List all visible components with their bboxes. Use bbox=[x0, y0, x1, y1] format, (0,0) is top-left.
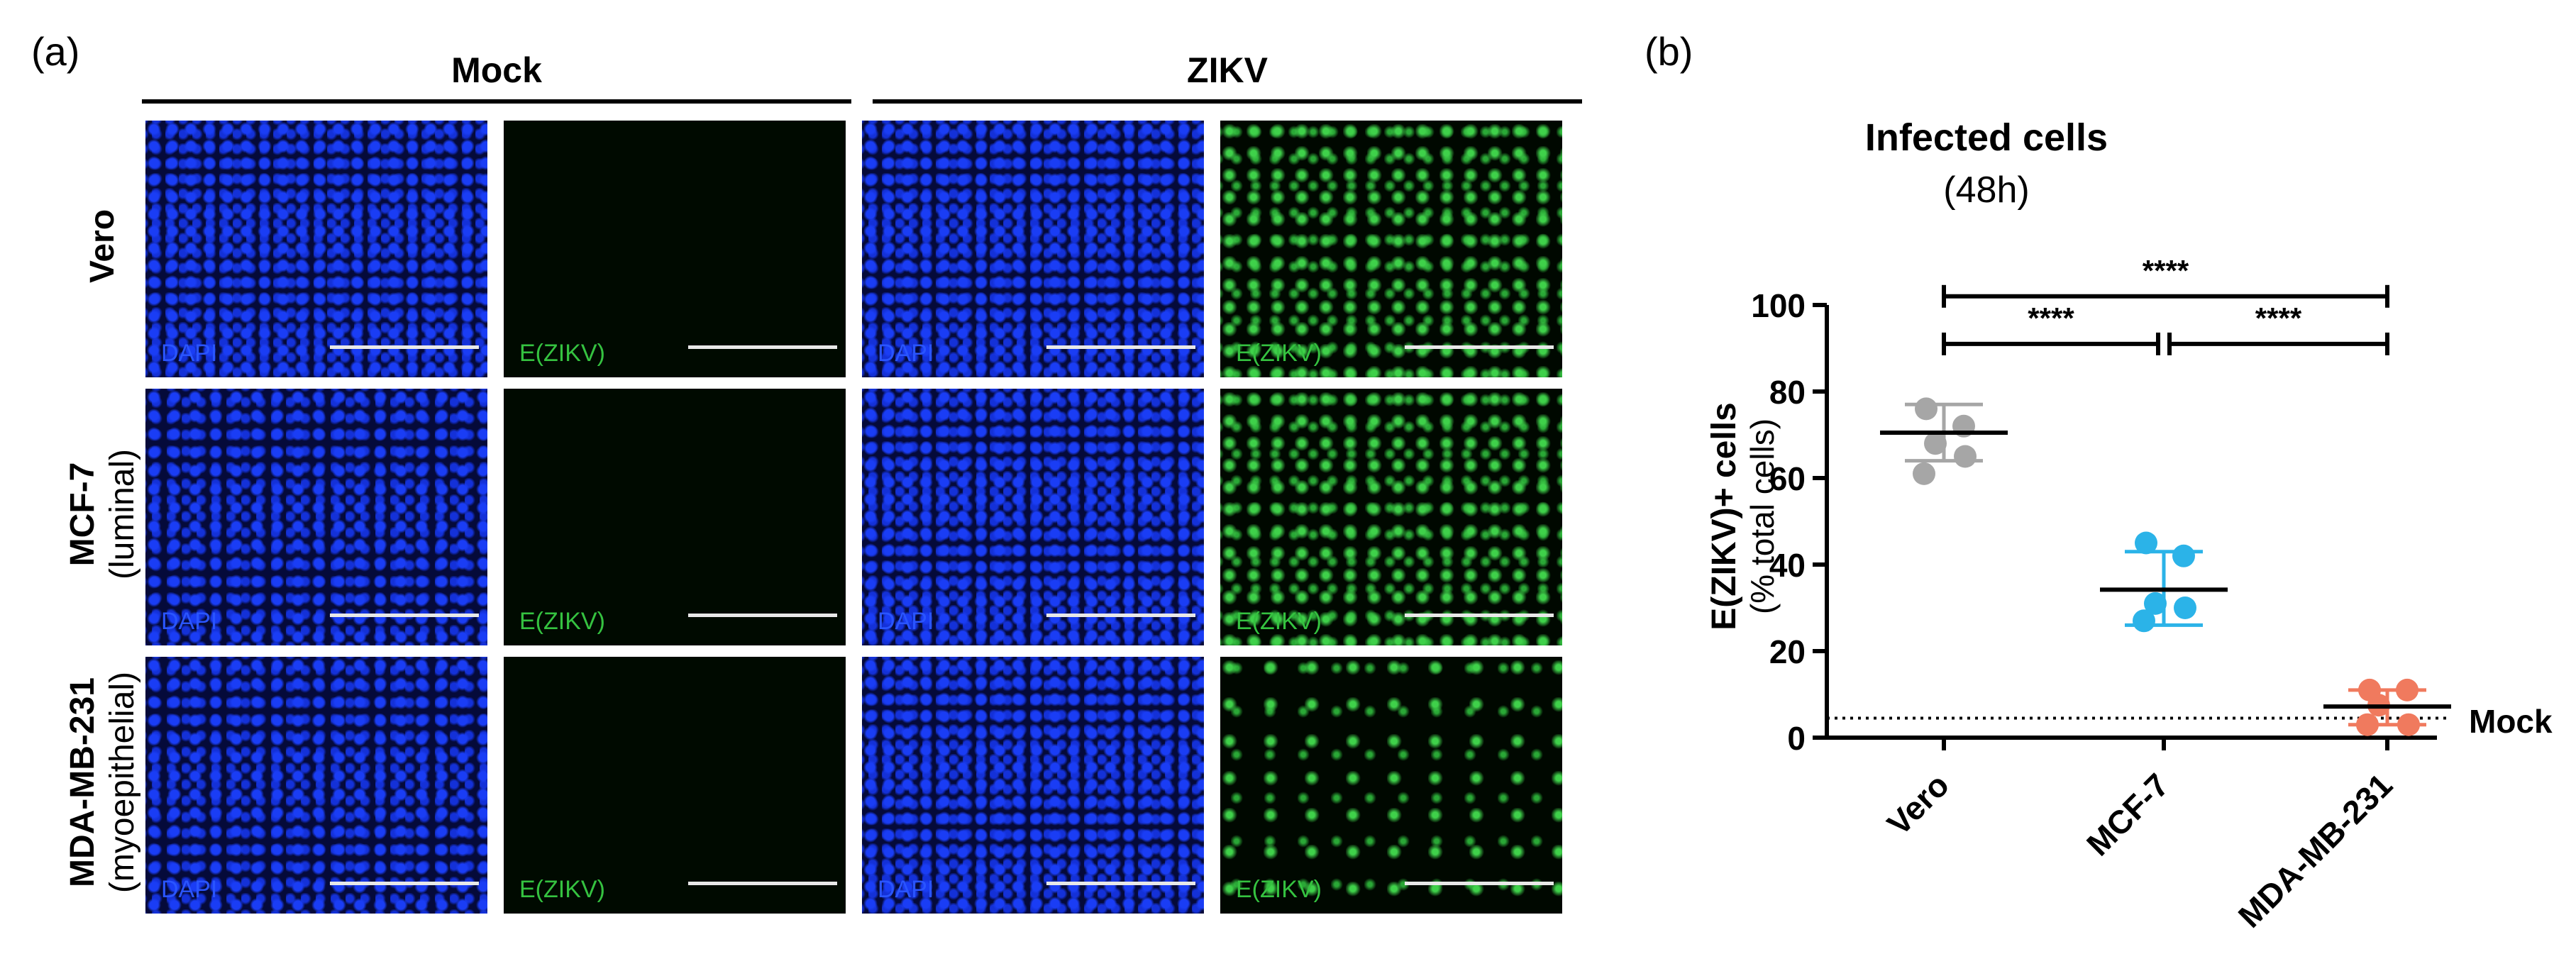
significance-label: **** bbox=[2255, 301, 2302, 335]
data-point bbox=[2174, 597, 2196, 619]
y-tick-label: 20 bbox=[1769, 633, 1806, 670]
significance-label: **** bbox=[2028, 301, 2074, 335]
data-point bbox=[2144, 592, 2167, 615]
chart-title: Infected cells bbox=[1865, 116, 2108, 159]
row-label-sub: (luminal) bbox=[104, 448, 141, 580]
scale-bar bbox=[330, 614, 479, 617]
channel-label: DAPI bbox=[161, 876, 218, 903]
infected-cells-chart: Infected cells (48h) E(ZIKV)+ cells (% t… bbox=[1706, 116, 2553, 935]
micrograph-mdamb231-zikv-ezikv: E(ZIKV) bbox=[1220, 657, 1562, 914]
scale-bar bbox=[1405, 345, 1554, 349]
data-point bbox=[2356, 713, 2379, 736]
channel-label: DAPI bbox=[878, 876, 934, 903]
group-zikv-line bbox=[873, 99, 1582, 104]
micrograph-mcf7-mock-dapi: DAPI bbox=[145, 389, 487, 645]
scale-bar bbox=[1405, 882, 1554, 885]
y-axis-sublabel: (% total cells) bbox=[1744, 418, 1781, 614]
micrograph-vero-zikv-dapi: DAPI bbox=[862, 121, 1204, 377]
plot-area: 0 20 40 60 80 100 Vero MCF-7 MDA-MB-231 **** **** *… bbox=[1751, 254, 2451, 935]
mock-reference-label: Mock bbox=[2469, 703, 2553, 740]
channel-label: E(ZIKV) bbox=[1236, 608, 1322, 635]
micrograph-mcf7-zikv-dapi: DAPI bbox=[862, 389, 1204, 645]
data-point bbox=[1915, 397, 1937, 421]
scale-bar bbox=[330, 882, 479, 885]
scale-bar bbox=[688, 345, 837, 349]
scale-bar bbox=[688, 614, 837, 617]
channel-label: DAPI bbox=[161, 608, 218, 635]
row-label-main: MCF-7 bbox=[64, 462, 101, 567]
channel-label: E(ZIKV) bbox=[519, 608, 605, 635]
channel-label: E(ZIKV) bbox=[519, 876, 605, 903]
scale-bar bbox=[1405, 614, 1554, 617]
micrograph-mcf7-zikv-ezikv: E(ZIKV) bbox=[1220, 389, 1562, 645]
channel-label: DAPI bbox=[878, 608, 934, 635]
scale-bar bbox=[330, 345, 479, 349]
data-point bbox=[2133, 609, 2155, 633]
group-mock-line bbox=[142, 99, 851, 104]
data-point bbox=[2397, 713, 2420, 736]
row-label-main: Vero bbox=[84, 209, 121, 284]
x-tick-label: Vero bbox=[1880, 766, 1956, 842]
scale-bar bbox=[688, 882, 837, 885]
data-point bbox=[1954, 445, 1977, 468]
micrograph-mcf7-mock-ezikv: E(ZIKV) bbox=[504, 389, 846, 645]
data-point bbox=[2135, 531, 2157, 555]
y-tick-label: 100 bbox=[1751, 287, 1806, 324]
group-mock-header: Mock bbox=[451, 50, 542, 90]
scale-bar bbox=[1046, 345, 1195, 349]
x-tick-label: MCF-7 bbox=[2079, 766, 2176, 862]
channel-label: DAPI bbox=[161, 340, 218, 367]
panel-a-label: (a) bbox=[31, 29, 80, 74]
x-tick-label: MDA-MB-231 bbox=[2231, 766, 2399, 934]
micrograph-vero-zikv-ezikv: E(ZIKV) bbox=[1220, 121, 1562, 377]
row-label-main: MDA-MB-231 bbox=[64, 677, 101, 888]
y-axis-label: E(ZIKV)+ cells bbox=[1706, 402, 1743, 630]
row-label-sub: (myoepithelial) bbox=[104, 671, 141, 894]
chart-subtitle: (48h) bbox=[1943, 170, 2029, 211]
y-tick-label: 80 bbox=[1769, 374, 1806, 411]
panel-b-label: (b) bbox=[1644, 29, 1693, 74]
data-point bbox=[2172, 544, 2195, 567]
channel-label: E(ZIKV) bbox=[1236, 340, 1322, 367]
significance-label: **** bbox=[2143, 254, 2189, 287]
data-point bbox=[1913, 462, 1935, 485]
y-tick-label: 40 bbox=[1769, 547, 1806, 584]
channel-label: DAPI bbox=[878, 340, 934, 367]
y-tick-label: 0 bbox=[1787, 720, 1806, 757]
channel-label: E(ZIKV) bbox=[519, 340, 605, 367]
channel-label: E(ZIKV) bbox=[1236, 876, 1322, 903]
data-point bbox=[1924, 432, 1947, 455]
micrograph-vero-mock-dapi: DAPI bbox=[145, 121, 487, 377]
y-tick-label: 60 bbox=[1769, 460, 1806, 497]
data-point bbox=[2396, 678, 2419, 701]
micrograph-mdamb231-mock-dapi: DAPI bbox=[145, 657, 487, 914]
micrograph-vero-mock-ezikv: E(ZIKV) bbox=[504, 121, 846, 377]
micrograph-mdamb231-zikv-dapi: DAPI bbox=[862, 657, 1204, 914]
group-zikv-header: ZIKV bbox=[1187, 50, 1268, 90]
scale-bar bbox=[1046, 882, 1195, 885]
scale-bar bbox=[1046, 614, 1195, 617]
micrograph-mdamb231-mock-ezikv: E(ZIKV) bbox=[504, 657, 846, 914]
